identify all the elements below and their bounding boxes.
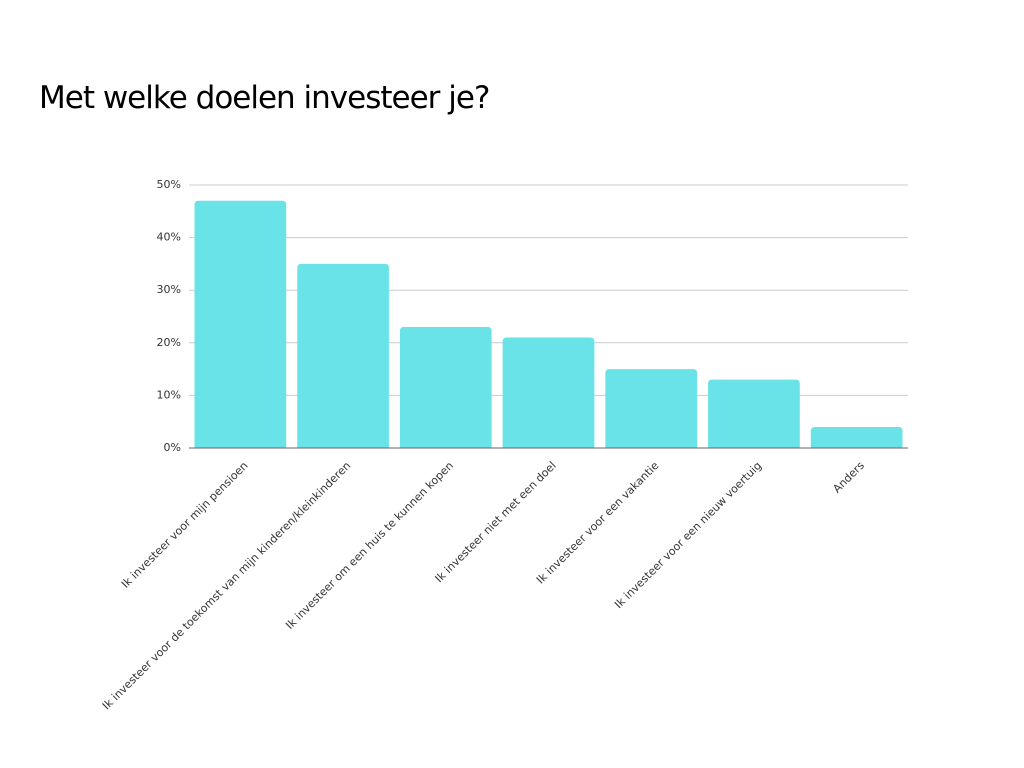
y-tick-label: 50% [157, 178, 181, 191]
bar [810, 426, 903, 448]
bar [708, 379, 800, 448]
y-tick-label: 40% [157, 231, 181, 244]
bar [194, 200, 287, 448]
chart-title: Met welke doelen investeer je? [39, 80, 489, 116]
x-tick-label: Ik investeer voor een vakantie [534, 459, 662, 587]
y-tick-label: 0% [164, 441, 181, 454]
x-tick-label: Ik investeer om een huis te kunnen kopen [283, 459, 456, 632]
y-tick-label: 30% [157, 283, 181, 296]
bar [399, 327, 492, 448]
y-tick-label: 20% [157, 336, 181, 349]
bar [297, 263, 389, 448]
bar [605, 369, 698, 448]
x-tick-label: Ik investeer voor de toekomst van mijn k… [100, 459, 353, 712]
x-tick-label: Anders [830, 459, 867, 496]
x-tick-label: Ik investeer niet met een doel [433, 459, 559, 585]
bar [502, 337, 595, 448]
y-tick-label: 10% [157, 388, 181, 401]
